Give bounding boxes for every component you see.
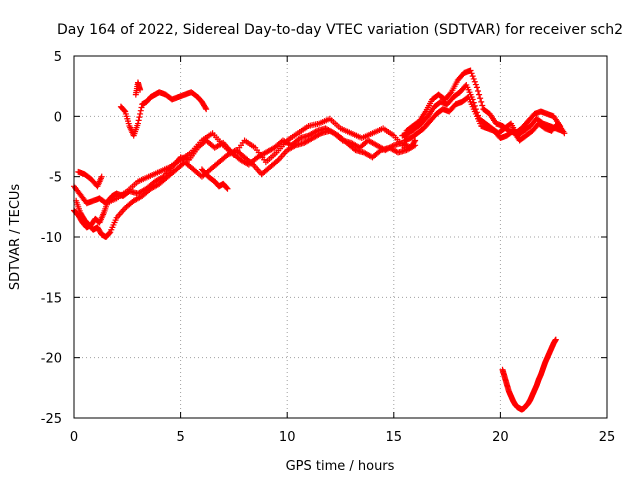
data-point bbox=[469, 73, 476, 80]
y-axis-label: SDTVAR / TECUs bbox=[8, 184, 23, 291]
data-point bbox=[470, 75, 477, 82]
data-point bbox=[202, 104, 209, 111]
x-tick-label: 25 bbox=[599, 430, 616, 445]
data-point bbox=[137, 86, 144, 93]
data-point bbox=[411, 138, 418, 145]
data-point bbox=[203, 106, 210, 113]
x-tick-label: 15 bbox=[386, 430, 403, 445]
axis-ticks: 0 5 10 15 20 25 -25 -20 -15 -10 -5 0 5 bbox=[41, 50, 616, 445]
data-point bbox=[137, 107, 144, 114]
y-tick-label: 5 bbox=[54, 50, 62, 65]
series-arc-f2 bbox=[132, 79, 144, 98]
data-point bbox=[479, 102, 486, 109]
series-arc-j bbox=[499, 336, 559, 413]
data-point bbox=[473, 84, 480, 91]
data-point bbox=[468, 70, 475, 77]
data-point bbox=[223, 184, 230, 191]
data-point bbox=[134, 120, 141, 127]
y-tick-label: -20 bbox=[41, 352, 62, 367]
data-point bbox=[138, 104, 145, 111]
y-tick-label: -15 bbox=[41, 291, 62, 306]
data-point bbox=[467, 67, 474, 74]
data-point bbox=[561, 130, 568, 137]
y-tick-label: -10 bbox=[41, 231, 62, 246]
grid-lines bbox=[74, 56, 607, 418]
x-axis-label: GPS time / hours bbox=[286, 459, 395, 474]
data-point bbox=[472, 81, 479, 88]
data-point bbox=[136, 114, 143, 121]
data-point bbox=[224, 185, 231, 192]
data-point bbox=[477, 95, 484, 102]
x-tick-label: 10 bbox=[279, 430, 296, 445]
y-tick-label: 0 bbox=[54, 110, 62, 125]
data-point bbox=[412, 142, 419, 149]
data-point bbox=[135, 117, 142, 124]
x-tick-label: 5 bbox=[176, 430, 184, 445]
series-arc-h bbox=[399, 81, 566, 139]
x-tick-label: 0 bbox=[70, 430, 78, 445]
series-arc-d bbox=[75, 168, 105, 190]
data-point bbox=[476, 91, 483, 98]
data-point bbox=[552, 336, 559, 343]
data-point bbox=[475, 87, 482, 94]
data-point bbox=[106, 229, 113, 236]
plot-frame bbox=[73, 55, 608, 419]
data-point bbox=[98, 173, 105, 180]
data-point bbox=[121, 107, 128, 114]
chart-title: Day 164 of 2022, Sidereal Day-to-day VTE… bbox=[57, 22, 623, 38]
y-tick-label: -5 bbox=[49, 171, 62, 186]
y-tick-label: -25 bbox=[41, 412, 62, 427]
series-arc-i bbox=[401, 94, 568, 144]
series-arc-e bbox=[198, 166, 231, 192]
series-arc-f bbox=[117, 89, 210, 139]
x-tick-label: 20 bbox=[492, 430, 509, 445]
data-point bbox=[447, 90, 454, 97]
series-arc-b bbox=[71, 115, 408, 207]
data-point bbox=[137, 110, 144, 117]
data-point bbox=[478, 98, 485, 105]
data-point bbox=[471, 78, 478, 85]
plot-area bbox=[71, 67, 568, 413]
